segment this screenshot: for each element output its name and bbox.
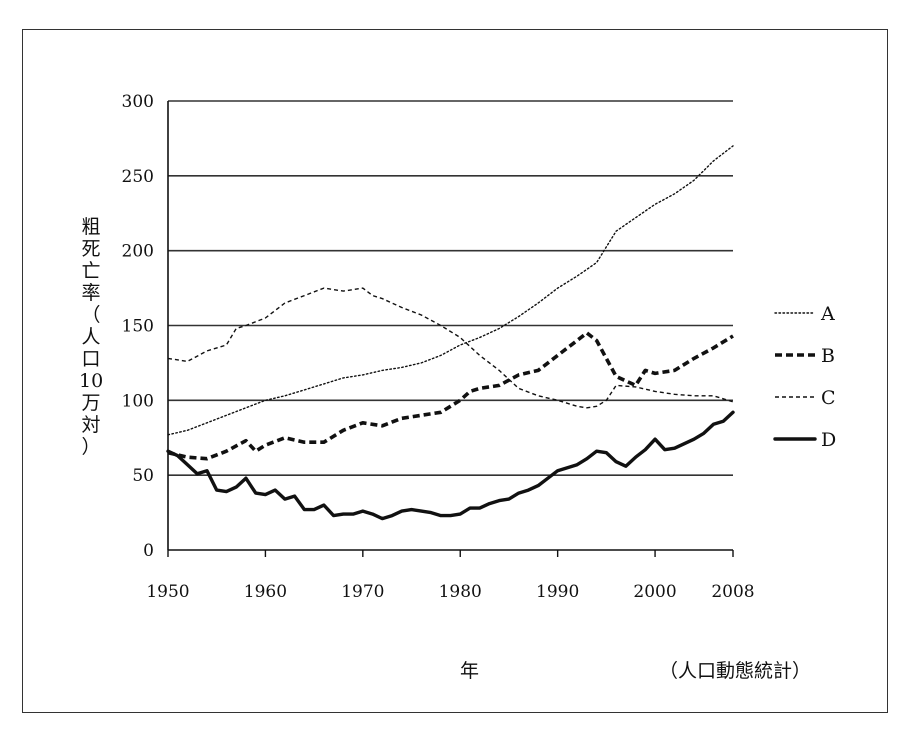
x-tick-label-1950: 1950 [146,582,189,602]
y-tick-label-100: 100 [122,391,154,411]
y-axis-label-char: 対 [81,414,101,436]
x-axis-label: 年 [460,660,480,682]
y-axis-label: 粗死亡率（人口 10 万対） [79,216,103,458]
x-tick-label-1970: 1970 [341,582,384,602]
series-line-D [166,410,735,521]
y-axis-label-char: 人 [81,326,101,348]
y-axis-label-char: 亡 [81,260,101,282]
y-tick-label-50: 50 [132,466,154,486]
y-axis-label-char: 万 [81,392,101,414]
legend-label-A: A [820,303,835,325]
legend-label-C: C [821,387,836,409]
x-tick-label-2008: 2008 [711,582,754,602]
y-tick-label-250: 250 [122,167,154,187]
x-tick-label-1980: 1980 [439,582,482,602]
y-tick-label-150: 150 [122,317,154,337]
y-axis-label-char: 率 [81,282,101,304]
y-axis-label-char: 死 [81,238,101,260]
legend-label-B: B [821,345,835,367]
x-tick-label-2000: 2000 [633,582,676,602]
y-tick-label-300: 300 [122,92,154,112]
y-tick-label-200: 200 [122,242,154,262]
series-line-C [167,287,734,409]
legend-label-D: D [821,429,836,451]
y-axis-label-char: 口 [81,348,101,370]
chart-frame: 0 50 100 150 200 250 300 1950 1960 1970 1980 1990 20… [22,29,888,713]
series-line-A [167,145,734,436]
x-tick-label-1990: 1990 [536,582,579,602]
y-tick-label-0: 0 [143,541,154,561]
x-tick-label-1960: 1960 [244,582,287,602]
y-axis-label-char: ） [81,436,101,458]
source-note: （人口動態統計） [659,660,812,682]
series-line-B [167,331,734,461]
y-axis-label-char: （ [81,304,101,326]
chart-canvas: 0 50 100 150 200 250 300 1950 1960 1970 1980 1990 20… [122,92,837,602]
y-axis-label-char: 粗 [81,216,101,238]
y-axis-label-char: 10 [79,370,104,392]
